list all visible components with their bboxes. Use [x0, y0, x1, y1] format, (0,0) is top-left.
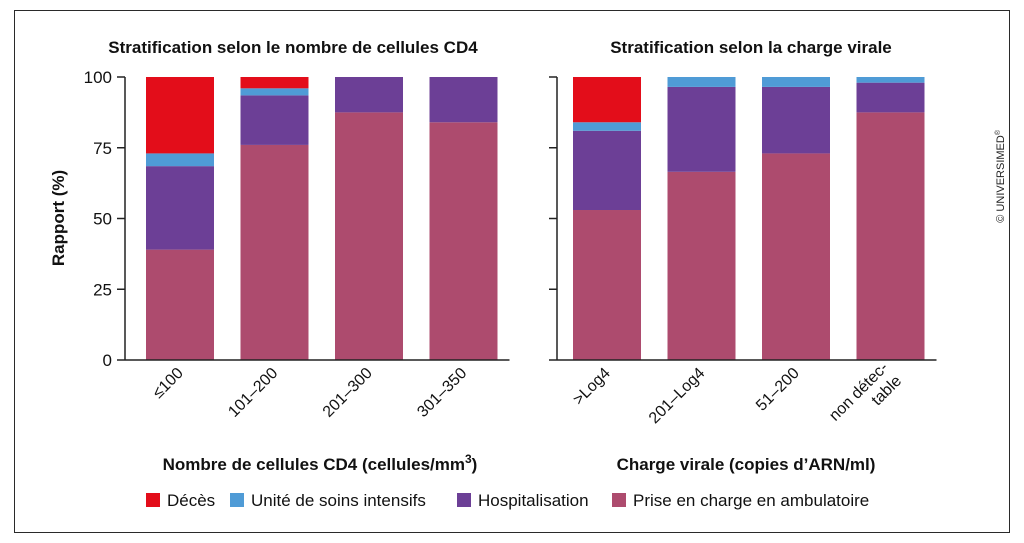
axes: 0 25 50 75 100: [84, 68, 937, 370]
bar-segment: [429, 122, 498, 360]
x-tick-label: 51–200: [753, 365, 803, 415]
bar-segment: [240, 77, 309, 89]
copyright-label: © UNIVERSIMED®: [994, 129, 1007, 223]
bar-segment: [146, 249, 214, 360]
x-axis-label-cd4: Nombre de cellules CD4 (cellules/mm3): [163, 452, 478, 474]
y-tick-label: 75: [93, 139, 112, 158]
bar-segment: [573, 77, 641, 123]
bar-segment: [429, 77, 498, 123]
bar-segment: [240, 88, 309, 96]
x-tick-label: 101–200: [225, 365, 281, 421]
bar-segment: [335, 112, 403, 360]
bar-segment: [146, 153, 214, 167]
x-tick-label: >Log4: [570, 365, 614, 409]
bar-segment: [667, 77, 736, 87]
legend-swatch: [612, 493, 626, 507]
chart-title-cd4: Stratification selon le nombre de cellul…: [108, 38, 478, 57]
y-tick-label: 25: [93, 280, 112, 299]
bar-segment: [573, 210, 641, 360]
x-axis-label-viral-load: Charge virale (copies d’ARN/ml): [617, 455, 876, 474]
bars-cd4: ≤100 101–200 201–300 301–350: [146, 77, 498, 421]
bar-segment: [667, 86, 736, 172]
x-tick-label: non détec-table: [826, 359, 905, 438]
x-tick-label: 301–350: [414, 365, 470, 421]
bar-segment: [146, 77, 214, 154]
x-tick-label: ≤100: [150, 365, 187, 402]
legend-label: Hospitalisation: [478, 491, 589, 510]
bar-segment: [762, 77, 830, 87]
bar-segment: [856, 82, 925, 113]
bar-segment: [856, 77, 925, 83]
bar-segment: [573, 130, 641, 211]
legend-label: Décès: [167, 491, 215, 510]
y-tick-label: 0: [103, 351, 112, 370]
bar-segment: [762, 86, 830, 154]
bar-segment: [667, 171, 736, 360]
bar-segment: [856, 112, 925, 360]
legend-swatch: [146, 493, 160, 507]
legend: Décès Unité de soins intensifs Hospitalisa…: [146, 491, 869, 510]
legend-label: Prise en charge en ambulatoire: [633, 491, 869, 510]
bar-segment: [240, 95, 309, 145]
x-tick-label: 201–Log4: [646, 365, 708, 427]
y-tick-label: 100: [84, 68, 112, 87]
bar-segment: [146, 166, 214, 250]
bar-segment: [573, 122, 641, 131]
bar-segment: [762, 153, 830, 360]
y-tick-label: 50: [93, 210, 112, 229]
x-tick-label: 201–300: [320, 365, 376, 421]
figure-frame: [14, 10, 1010, 533]
legend-label: Unité de soins intensifs: [251, 491, 426, 510]
legend-swatch: [230, 493, 244, 507]
legend-swatch: [457, 493, 471, 507]
bar-segment: [335, 77, 403, 113]
bars-viral-load: >Log4 201–Log4 51–200 non détec-table: [570, 77, 925, 438]
bar-segment: [240, 144, 309, 360]
y-axis-label: Rapport (%): [49, 170, 68, 266]
chart-title-viral-load: Stratification selon la charge virale: [610, 38, 892, 57]
